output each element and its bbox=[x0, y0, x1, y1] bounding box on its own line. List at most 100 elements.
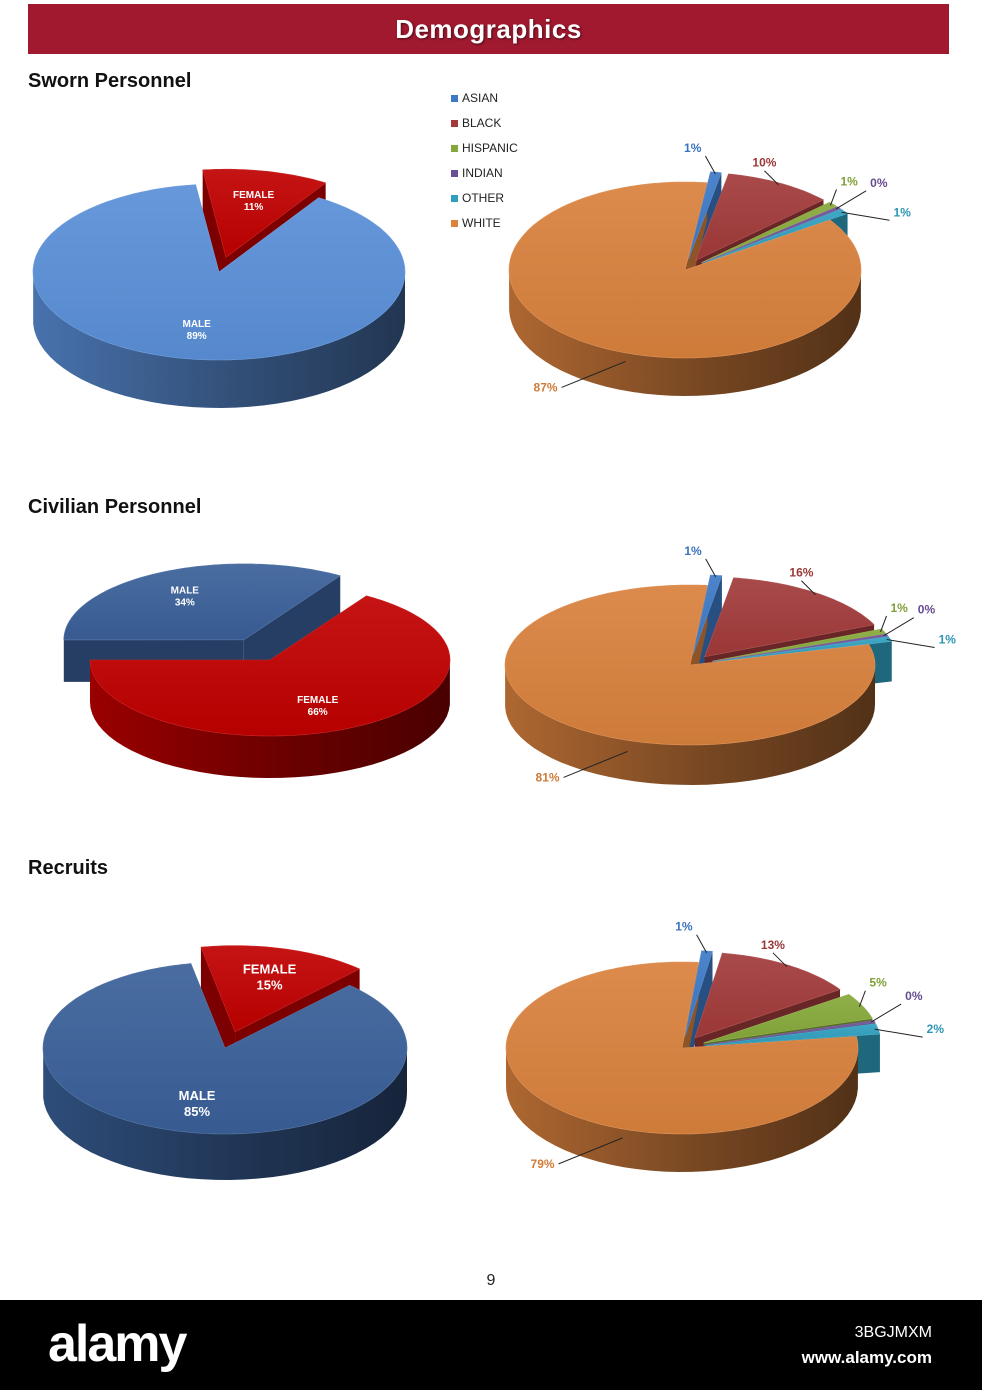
callout-line-black bbox=[764, 170, 779, 186]
page-number: 9 bbox=[486, 1272, 496, 1289]
slice-label-indian: 0% bbox=[870, 176, 888, 190]
pie-chart-6: 1% 13% 5% 0% 2% 79% bbox=[505, 920, 945, 1172]
legend-label-indian: INDIAN bbox=[462, 166, 503, 180]
legend-swatch-hispanic bbox=[451, 145, 458, 152]
legend-swatch-black bbox=[451, 120, 458, 127]
slice-label-white: 81% bbox=[536, 770, 560, 784]
slice-label-male-name: MALE bbox=[179, 1088, 216, 1103]
callout-line-white bbox=[563, 750, 628, 778]
slice-label-other: 1% bbox=[894, 205, 912, 219]
callout-line-other bbox=[886, 638, 935, 648]
footer-url: www.alamy.com bbox=[801, 1348, 932, 1367]
pie-slice-asian bbox=[692, 574, 723, 655]
callout-line-hispanic bbox=[880, 615, 887, 633]
callout-line-white bbox=[561, 360, 626, 388]
slice-wall-female bbox=[200, 947, 236, 1078]
pie-slice-black bbox=[694, 952, 841, 1039]
callout-line-indian bbox=[870, 1003, 902, 1023]
section-title-recruits: Recruits bbox=[28, 857, 109, 879]
pie-slice-male bbox=[42, 963, 408, 1135]
section-title-sworn: Sworn Personnel bbox=[28, 70, 192, 92]
slice-label-hispanic: 1% bbox=[840, 174, 858, 188]
footer-bar: alamy 3BGJMXM www.alamy.com bbox=[0, 1300, 982, 1390]
slice-label-female-name: FEMALE bbox=[297, 695, 338, 706]
callout-line-hispanic bbox=[830, 189, 837, 206]
slice-label-male-name: MALE bbox=[171, 586, 200, 597]
pie-slice-white bbox=[504, 584, 876, 746]
slice-label-male-value: 89% bbox=[187, 331, 207, 342]
slice-label-black: 13% bbox=[761, 938, 785, 952]
slice-label-male-value: 85% bbox=[184, 1104, 210, 1119]
legend-label-white: WHITE bbox=[462, 216, 501, 230]
slice-label-hispanic: 1% bbox=[891, 601, 909, 615]
slice-side-white bbox=[509, 272, 861, 396]
slice-label-other: 2% bbox=[927, 1022, 945, 1036]
slice-side-white bbox=[506, 1046, 858, 1172]
pie-slice-female bbox=[89, 595, 451, 737]
chart-legend: ASIAN BLACK HISPANIC INDIAN OTHER WHITE bbox=[451, 91, 518, 230]
slice-label-male-name: MALE bbox=[183, 319, 212, 330]
callout-line-black bbox=[772, 952, 788, 968]
legend-swatch-white bbox=[451, 220, 458, 227]
slice-label-female-value: 66% bbox=[308, 707, 328, 718]
slice-label-other: 1% bbox=[939, 632, 957, 646]
slice-label-male-value: 34% bbox=[175, 598, 195, 609]
footer-logo: alamy bbox=[48, 1315, 187, 1373]
section-title-civilian: Civilian Personnel bbox=[28, 496, 202, 518]
slice-label-indian: 0% bbox=[905, 989, 923, 1003]
callout-line-other bbox=[841, 211, 890, 221]
pie-slice-other bbox=[712, 636, 893, 663]
slice-label-asian: 1% bbox=[684, 544, 702, 558]
slice-wall-male bbox=[243, 575, 341, 682]
callout-line-white bbox=[558, 1137, 623, 1165]
legend-swatch-indian bbox=[451, 170, 458, 177]
pie-chart-4: 1% 16% 1% 0% 1% 81% bbox=[504, 544, 957, 785]
legend-label-hispanic: HISPANIC bbox=[462, 141, 518, 155]
legend-label-black: BLACK bbox=[462, 116, 501, 130]
pie-slice-female bbox=[202, 168, 327, 258]
slice-wall-asian bbox=[685, 951, 713, 1075]
pie-slice-male bbox=[32, 184, 406, 361]
slice-label-hispanic: 5% bbox=[869, 976, 887, 990]
slice-side-male bbox=[43, 1046, 407, 1180]
footer-image-id: 3BGJMXM bbox=[854, 1324, 932, 1341]
pie-slice-female bbox=[200, 945, 361, 1033]
legend-label-asian: ASIAN bbox=[462, 91, 498, 105]
slice-label-black: 10% bbox=[752, 156, 776, 170]
pie-slice-asian bbox=[688, 171, 722, 260]
page-title: Demographics bbox=[395, 13, 582, 44]
legend-swatch-other bbox=[451, 195, 458, 202]
callout-line-black bbox=[801, 580, 816, 596]
pie-slice-male bbox=[63, 563, 341, 641]
callout-line-asian bbox=[705, 558, 717, 578]
slice-label-indian: 0% bbox=[918, 603, 936, 617]
callout-line-indian bbox=[835, 190, 867, 210]
callout-line-asian bbox=[696, 934, 708, 953]
slice-side-female bbox=[90, 660, 450, 778]
pie-slice-hispanic bbox=[712, 628, 887, 662]
pie-slice-black bbox=[695, 173, 825, 261]
slice-side-white bbox=[505, 664, 875, 785]
slice-label-black: 16% bbox=[789, 566, 813, 580]
slice-label-white: 87% bbox=[534, 380, 558, 394]
pie-slice-other bbox=[705, 1023, 881, 1046]
callout-line-indian bbox=[883, 617, 915, 637]
slice-label-female-value: 11% bbox=[244, 202, 264, 213]
pie-slice-white bbox=[505, 961, 859, 1135]
header-banner: Demographics bbox=[28, 4, 949, 54]
callout-line-other bbox=[874, 1028, 923, 1038]
slice-label-white: 79% bbox=[531, 1157, 555, 1171]
pie-chart-2: 1% 10% 1% 0% 1% 87% ASIAN BLACK HISPANIC INDIAN OT… bbox=[451, 91, 911, 396]
slice-label-asian: 1% bbox=[684, 141, 702, 155]
callout-line-asian bbox=[704, 155, 716, 175]
pie-slice-hispanic bbox=[701, 201, 838, 263]
callout-line-hispanic bbox=[858, 990, 866, 1007]
pie-slice-black bbox=[704, 577, 875, 658]
pie-slice-hispanic bbox=[703, 993, 873, 1044]
slice-side-male bbox=[33, 273, 405, 408]
